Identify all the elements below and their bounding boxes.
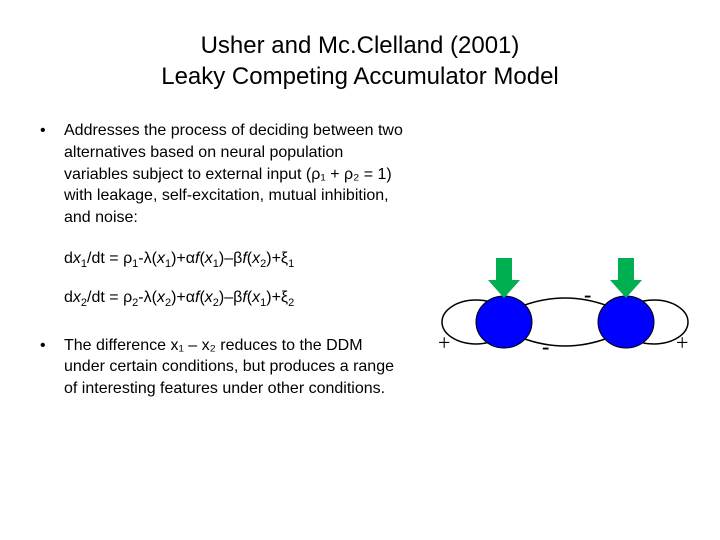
- title-line-2: Leaky Competing Accumulator Model: [40, 61, 680, 92]
- minus-label-top: -: [584, 282, 591, 307]
- page-title: Usher and Mc.Clelland (2001) Leaky Compe…: [40, 30, 680, 92]
- bullet-2-text: The difference x₁ – x₂ reduces to the DD…: [64, 335, 404, 400]
- eq1-lhs: dx1/dt =: [64, 250, 123, 267]
- input-arrow-2: [610, 258, 642, 298]
- bullet-1: • Addresses the process of deciding betw…: [40, 120, 680, 228]
- plus-label-right: +: [676, 330, 688, 355]
- node-1: [476, 296, 532, 348]
- bullet-1-text: Addresses the process of deciding betwee…: [64, 120, 404, 228]
- eq2-lhs: dx2/dt =: [64, 289, 123, 306]
- network-diagram: - - + +: [432, 250, 692, 380]
- eq1-rhs: ρ1-λ(x1)+αf(x1)–βf(x2)+ξ1: [123, 250, 294, 267]
- node-2: [598, 296, 654, 348]
- inhibition-edge-bottom: [522, 338, 608, 346]
- minus-label-bottom: -: [542, 334, 549, 359]
- bullet-dot: •: [40, 120, 54, 228]
- plus-label-left: +: [438, 330, 450, 355]
- inhibition-edge-top: [522, 298, 608, 306]
- eq2-rhs: ρ2-λ(x2)+αf(x2)–βf(x1)+ξ2: [123, 289, 294, 306]
- title-line-1: Usher and Mc.Clelland (2001): [40, 30, 680, 61]
- bullet-dot: •: [40, 335, 54, 400]
- input-arrow-1: [488, 258, 520, 298]
